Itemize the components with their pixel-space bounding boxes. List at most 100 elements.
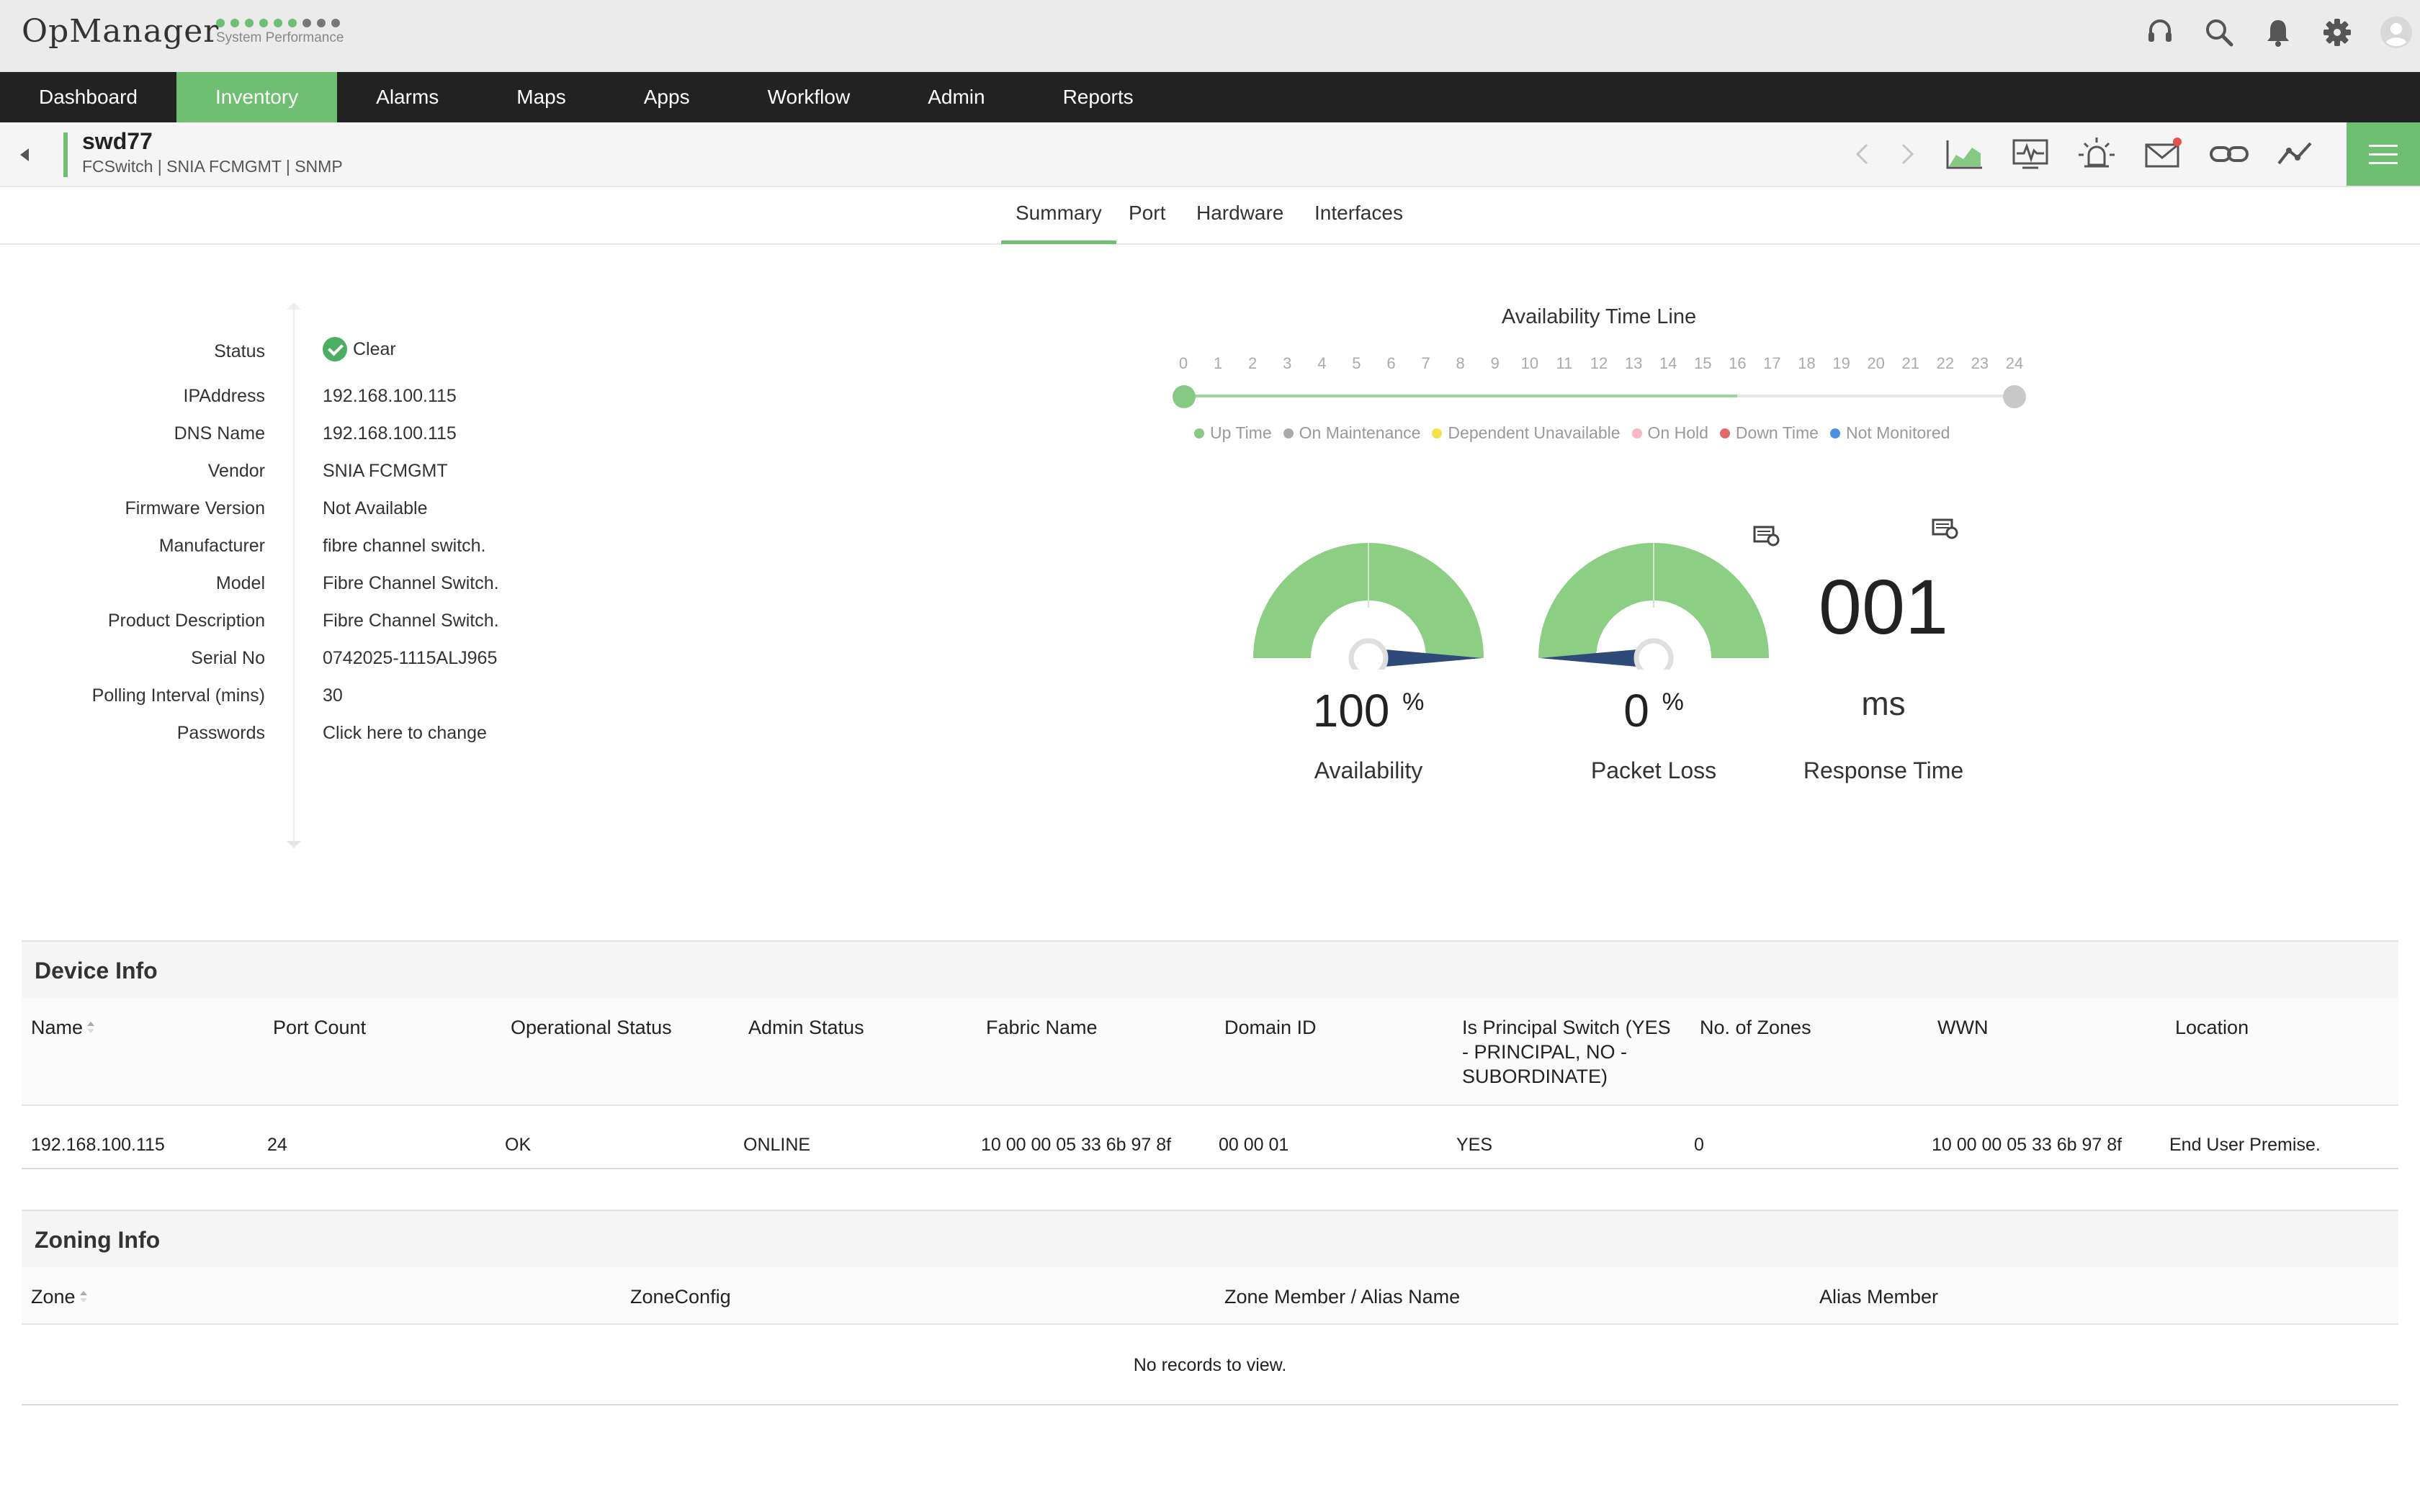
table-row[interactable]: 192.168.100.115 24 OK ONLINE 10 00 00 05 33 … xyxy=(22,1106,2398,1169)
column-header[interactable]: ZoneConfig xyxy=(630,1284,731,1309)
column-header-label: Alias Member xyxy=(1819,1286,1939,1308)
user-avatar-icon[interactable] xyxy=(2380,16,2413,49)
nav-alarms[interactable]: Alarms xyxy=(376,86,439,108)
column-header-label: ZoneConfig xyxy=(630,1286,731,1308)
legend-swatch xyxy=(1194,428,1204,438)
graph-icon[interactable] xyxy=(2275,133,2316,175)
nav-reports[interactable]: Reports xyxy=(1062,86,1134,108)
top-header: OpManager System Performance xyxy=(0,0,2420,72)
change-password-link[interactable]: Click here to change xyxy=(323,723,487,743)
response-time-report-icon[interactable] xyxy=(1930,516,1960,540)
column-header[interactable]: Operational Status xyxy=(511,1015,672,1040)
performance-dot xyxy=(230,19,239,27)
timeline-hour-label: 12 xyxy=(1590,354,1608,372)
sort-icon[interactable] xyxy=(79,1290,87,1305)
monitor-icon[interactable] xyxy=(2009,133,2051,175)
property-label: Model xyxy=(215,573,265,593)
timeline-hour-label: 7 xyxy=(1421,354,1430,372)
chevron-left-icon[interactable] xyxy=(1847,133,1876,175)
table-cell: 192.168.100.115 xyxy=(31,1135,165,1155)
area-chart-icon[interactable] xyxy=(1943,133,1985,175)
timeline-hour-label: 20 xyxy=(1867,354,1885,372)
back-arrow-icon[interactable] xyxy=(20,148,29,161)
device-name: swd77 xyxy=(82,128,153,154)
link-icon[interactable] xyxy=(2208,133,2250,175)
legend-item[interactable]: Down Time xyxy=(1719,423,1819,443)
property-value: Fibre Channel Switch. xyxy=(323,573,499,593)
system-performance-indicator[interactable]: System Performance xyxy=(216,19,344,46)
property-label: Polling Interval (mins) xyxy=(91,685,265,706)
headset-icon[interactable] xyxy=(2143,16,2177,49)
column-header[interactable]: Admin Status xyxy=(748,1015,864,1040)
gauge-needle xyxy=(1540,648,1654,668)
legend-item[interactable]: Not Monitored xyxy=(1829,423,1950,443)
nav-apps[interactable]: Apps xyxy=(643,86,690,108)
property-value: Not Available xyxy=(323,498,428,518)
nav-maps[interactable]: Maps xyxy=(516,86,566,108)
legend-item[interactable]: On Maintenance xyxy=(1283,423,1420,443)
legend-item[interactable]: On Hold xyxy=(1631,423,1708,443)
timeline-hour-label: 2 xyxy=(1248,354,1258,372)
mail-icon[interactable] xyxy=(2142,133,2184,175)
status-text: Clear xyxy=(353,338,396,359)
column-header[interactable]: Zone Member / Alias Name xyxy=(1224,1284,1460,1309)
packet-loss-gauge[interactable] xyxy=(1531,533,1776,670)
nav-admin[interactable]: Admin xyxy=(928,86,985,108)
performance-dot xyxy=(245,19,254,27)
property-value: 30 xyxy=(323,685,343,706)
tab-interfaces[interactable]: Interfaces xyxy=(1314,202,1403,224)
column-header[interactable]: Fabric Name xyxy=(986,1015,1098,1040)
legend-label: Down Time xyxy=(1735,423,1819,442)
alarm-icon[interactable] xyxy=(2076,133,2118,175)
column-header[interactable]: Zone xyxy=(31,1284,87,1309)
search-icon[interactable] xyxy=(2202,16,2236,49)
table-cell: 10 00 00 05 33 6b 97 8f xyxy=(1932,1135,2123,1155)
tab-hardware[interactable]: Hardware xyxy=(1196,202,1284,224)
column-header-label: Zone Member / Alias Name xyxy=(1224,1286,1461,1308)
tab-summary[interactable]: Summary xyxy=(1001,202,1116,244)
bell-icon[interactable] xyxy=(2262,16,2295,49)
device-status-bar xyxy=(63,132,68,177)
sort-icon[interactable] xyxy=(87,1021,95,1036)
property-value: 192.168.100.115 xyxy=(323,423,457,444)
property-label: Serial No xyxy=(191,648,265,668)
timeline-hour-label: 10 xyxy=(1520,354,1539,372)
device-info-section: Device Info Name Port Count Operational St… xyxy=(22,940,2398,1169)
legend-item[interactable]: Up Time xyxy=(1194,423,1272,443)
availability-gauge[interactable] xyxy=(1246,533,1491,670)
timeline-hour-label: 19 xyxy=(1832,354,1850,372)
column-header-label: Location xyxy=(2175,1017,2249,1038)
hamburger-menu-button[interactable] xyxy=(2347,122,2420,186)
legend-swatch xyxy=(1719,428,1730,438)
availability-value: 100 % xyxy=(1312,685,1425,737)
gauge-needle xyxy=(1368,648,1482,668)
column-header[interactable]: Is Principal Switch (YES - PRINCIPAL, NO… xyxy=(1462,1015,1678,1089)
column-header[interactable]: Name xyxy=(31,1015,95,1040)
column-header[interactable]: Domain ID xyxy=(1224,1015,1317,1040)
column-header[interactable]: WWN xyxy=(1937,1015,1988,1040)
scroll-down-icon[interactable] xyxy=(287,841,301,848)
property-label: IPAddress xyxy=(183,386,265,406)
property-label: Product Description xyxy=(107,611,265,631)
tab-port[interactable]: Port xyxy=(1129,202,1166,224)
column-header[interactable]: Location xyxy=(2175,1015,2249,1040)
legend-item[interactable]: Dependent Unavailable xyxy=(1432,423,1621,443)
packet-loss-report-icon[interactable] xyxy=(1752,523,1782,547)
timeline-end-marker[interactable] xyxy=(2003,385,2026,408)
nav-dashboard[interactable]: Dashboard xyxy=(39,86,138,108)
device-toolbar xyxy=(1839,122,2420,186)
timeline-title: Availability Time Line xyxy=(1501,305,1697,328)
column-header[interactable]: Port Count xyxy=(273,1015,366,1040)
column-header-label: WWN xyxy=(1937,1017,1989,1038)
property-label: Manufacturer xyxy=(158,536,265,556)
nav-workflow[interactable]: Workflow xyxy=(767,86,851,108)
nav-inventory[interactable]: Inventory xyxy=(176,72,338,122)
gear-icon[interactable] xyxy=(2321,16,2354,49)
timeline-start-marker[interactable] xyxy=(1173,385,1196,408)
column-header[interactable]: Alias Member xyxy=(1819,1284,1938,1309)
scroll-up-icon[interactable] xyxy=(287,302,301,310)
app-logo[interactable]: OpManager xyxy=(22,13,220,50)
chevron-right-icon[interactable] xyxy=(1894,133,1922,175)
column-header[interactable]: No. of Zones xyxy=(1700,1015,1811,1040)
timeline-track[interactable] xyxy=(1183,395,2015,397)
